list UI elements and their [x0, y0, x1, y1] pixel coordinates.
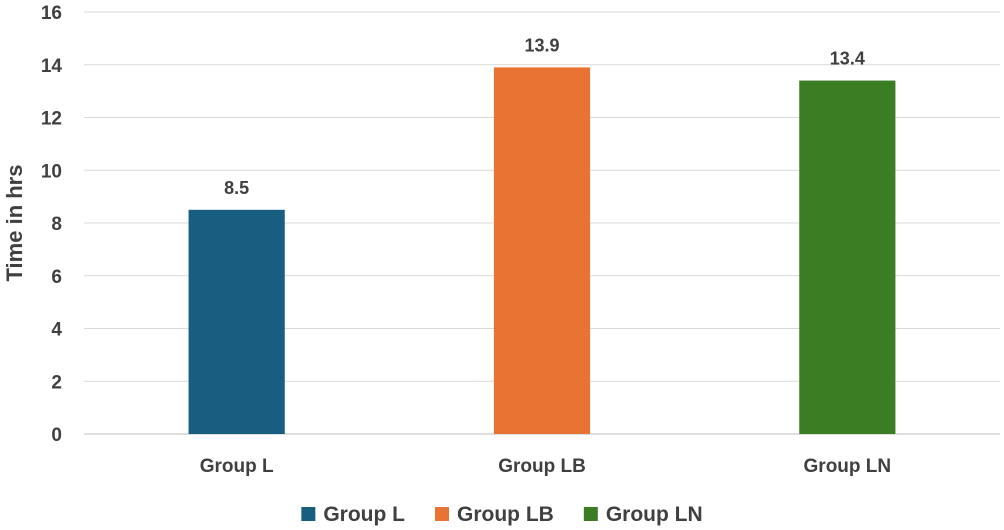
- bar-group-lb: [493, 67, 591, 434]
- legend-swatch: [583, 507, 598, 521]
- y-tick-label: 12: [41, 109, 62, 130]
- y-tick-label: 16: [41, 3, 62, 24]
- y-tick-label: 14: [41, 56, 63, 77]
- legend-label: Group LN: [606, 503, 703, 526]
- category-label: Group LN: [804, 456, 892, 477]
- bar-group-l: [188, 209, 285, 434]
- y-tick-label: 0: [51, 425, 62, 446]
- y-tick-label: 8: [51, 214, 62, 235]
- legend-label: Group L: [323, 503, 405, 526]
- data-label: 8.5: [224, 178, 249, 198]
- y-tick-label: 10: [41, 161, 62, 182]
- bar-group-ln: [799, 80, 896, 434]
- bars: [188, 67, 896, 434]
- data-label: 13.4: [830, 49, 865, 69]
- x-axis-category-labels: Group L Group LB Group LN: [200, 456, 891, 477]
- legend-swatch: [301, 507, 316, 521]
- y-tick-label: 4: [51, 320, 62, 341]
- category-label: Group L: [200, 456, 274, 477]
- category-label: Group LB: [498, 456, 586, 477]
- y-tick-label: 6: [51, 267, 62, 288]
- y-axis-tick-labels: 0 2 4 6 8 10 12 14 16: [41, 3, 63, 446]
- data-labels: 8.5 13.9 13.4: [224, 35, 865, 197]
- y-axis-title: Time in hrs: [2, 165, 27, 282]
- data-label: 13.9: [524, 35, 559, 55]
- legend: Group L Group LB Group LN: [301, 503, 703, 526]
- y-tick-label: 2: [51, 372, 62, 393]
- legend-label: Group LB: [457, 503, 554, 526]
- legend-swatch: [435, 507, 449, 521]
